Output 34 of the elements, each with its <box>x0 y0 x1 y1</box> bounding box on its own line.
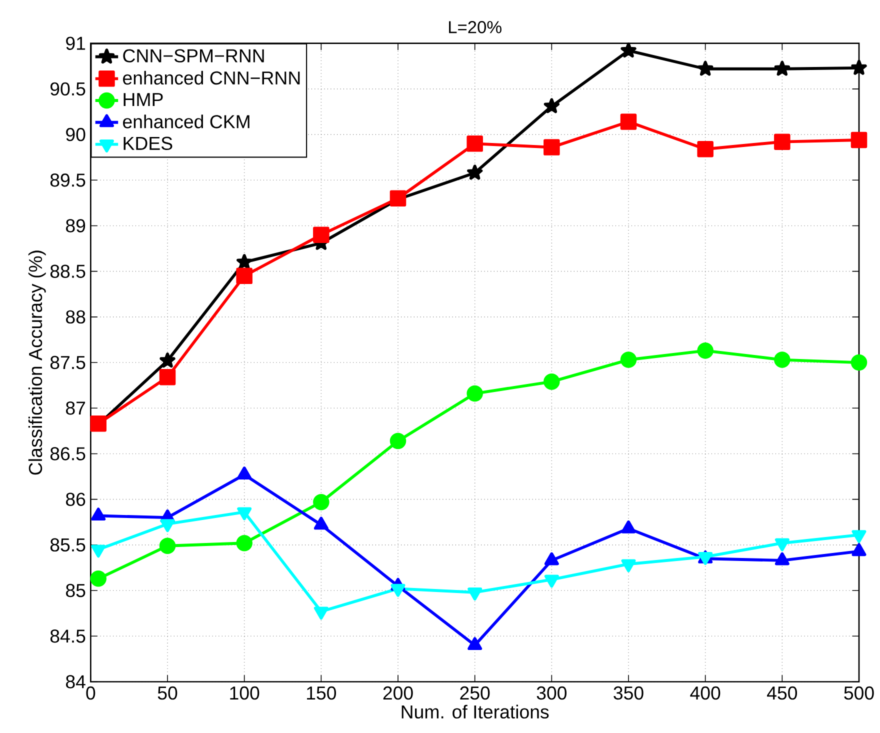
y-tick-label: 91 <box>66 36 86 50</box>
x-tick-label: 250 <box>460 686 490 700</box>
y-tick-label: 88.5 <box>50 264 86 278</box>
x-tick-label: 50 <box>158 686 178 700</box>
y-tick-label: 90.5 <box>50 82 86 96</box>
x-tick-label: 350 <box>614 686 644 700</box>
y-tick-label: 85.5 <box>50 538 86 552</box>
chart-title: L=20% <box>449 21 502 34</box>
y-tick-label: 84 <box>66 675 86 688</box>
legend-label: enhanced CNN−RNN <box>123 70 300 85</box>
y-tick-label: 86 <box>66 492 86 506</box>
x-tick-label: 200 <box>383 686 413 700</box>
x-axis-title: Num. of Iterations <box>402 704 549 719</box>
x-tick-label: 500 <box>844 686 874 700</box>
legend-label: KDES <box>124 136 172 150</box>
y-tick-label: 84.5 <box>50 630 86 643</box>
x-tick-label: 0 <box>86 686 96 700</box>
y-axis-title: Classification Accuracy (%) <box>28 250 46 475</box>
y-tick-label: 87.5 <box>50 356 86 370</box>
x-tick-label: 100 <box>230 686 260 700</box>
y-tick-label: 86.5 <box>50 447 86 460</box>
legend-label: CNN−SPM−RNN <box>123 49 264 62</box>
x-tick-label: 400 <box>690 686 720 700</box>
x-tick-label: 300 <box>536 686 567 700</box>
x-tick-label: 150 <box>307 686 336 700</box>
legend-label: enhanced CKM <box>123 114 250 128</box>
y-tick-label: 90 <box>66 128 86 142</box>
y-tick-label: 88 <box>66 310 86 324</box>
legend-label: HMP <box>124 93 163 106</box>
y-tick-label: 87 <box>66 402 86 415</box>
y-tick-label: 89 <box>66 219 86 232</box>
x-tick-label: 450 <box>767 686 798 700</box>
y-tick-label: 85 <box>66 584 86 598</box>
y-tick-label: 89.5 <box>50 174 86 187</box>
